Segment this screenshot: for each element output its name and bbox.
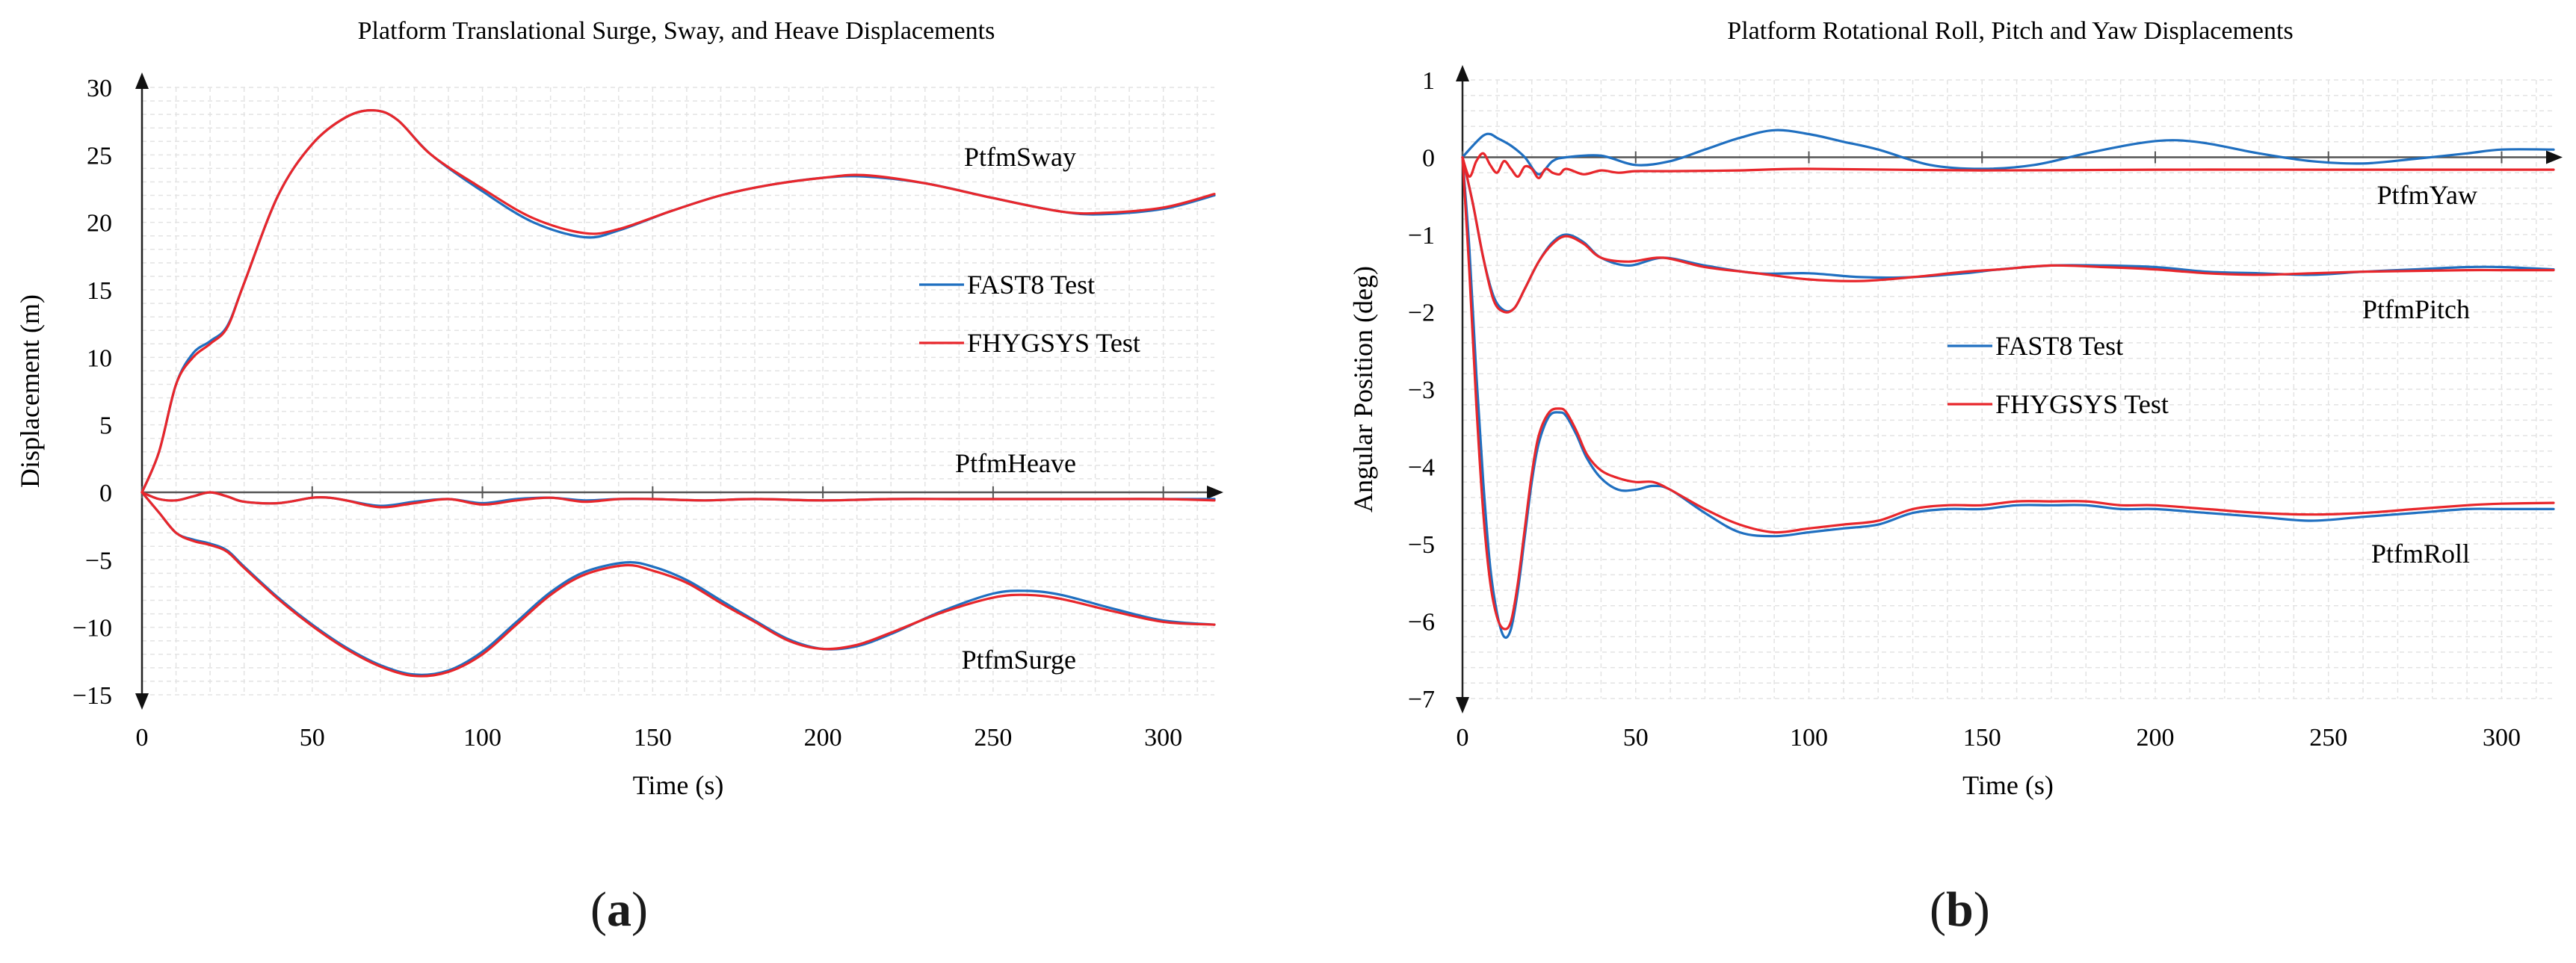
chart-b-x-axis-label: Time (s) <box>1962 770 2054 800</box>
chart-a-x-tick-label: 300 <box>1144 724 1182 752</box>
chart-b-x-tick-label: 100 <box>1790 724 1828 752</box>
chart-a-legend: FAST8 Test FHYGSYS Test <box>919 270 1140 358</box>
chart-a-y-tick-label: −5 <box>85 547 112 575</box>
chart-b-y-tick-label: −7 <box>1408 686 1435 713</box>
chart-b-annotation-ptfmroll: PtfmRoll <box>2371 539 2470 569</box>
chart-b-annotation-ptfmyaw: PtfmYaw <box>2377 180 2477 210</box>
chart-a-x-axis-arrow <box>1207 486 1223 499</box>
chart-b-x-axis-arrow <box>2546 150 2563 164</box>
series-line-ptfmyaw-fhygsys <box>1461 152 2555 179</box>
chart-a-x-tick-label: 0 <box>136 724 149 752</box>
chart-a-y-tick-label: 20 <box>87 210 112 238</box>
chart-b-y-tick-label: −6 <box>1408 609 1435 637</box>
chart-b-x-tick-label: 50 <box>1623 724 1649 752</box>
chart-a-x-tick-label: 150 <box>634 724 672 752</box>
chart-b-x-tick-label: 0 <box>1457 724 1469 752</box>
chart-b-legend-label: FAST8 Test <box>1995 331 2123 361</box>
chart-a-x-tick-label: 100 <box>463 724 501 752</box>
chart-a-y-tick-label: −15 <box>72 682 112 710</box>
chart-b-y-tick-label: −2 <box>1408 300 1435 327</box>
panel-a-label: a <box>606 882 631 937</box>
chart-b-series-group <box>1461 128 2555 640</box>
chart-a-legend-label: FAST8 Test <box>967 270 1095 300</box>
chart-a-series-group <box>140 109 1216 678</box>
chart-a-annotation-ptfmheave: PtfmHeave <box>955 448 1076 478</box>
chart-a-annotation-ptfmsway: PtfmSway <box>964 142 1076 172</box>
chart-a-y-tick-label: 25 <box>87 142 112 170</box>
chart-b-y-axis-arrow-up <box>1456 65 1469 81</box>
chart-a-grid <box>142 87 1214 696</box>
chart-a-y-axis-label: Displacement (m) <box>15 294 45 488</box>
chart-b-x-tick-label: 300 <box>2483 724 2521 752</box>
chart-a-title: Platform Translational Surge, Sway, and … <box>358 17 995 45</box>
series-line-ptfmpitch-fhygsys <box>1461 155 2555 314</box>
chart-a-x-tick-label: 50 <box>300 724 325 752</box>
chart-b-annotation-ptfmpitch: PtfmPitch <box>2362 294 2470 324</box>
series-line-ptfmsurge-fhygsys <box>140 491 1216 678</box>
chart-b-x-tick-label: 200 <box>2136 724 2174 752</box>
panel-b-label: b <box>1945 882 1974 937</box>
chart-a-svg: Platform Translational Surge, Sway, and … <box>15 17 1223 800</box>
chart-b-y-tick-label: −5 <box>1408 531 1435 559</box>
chart-b-x-tick-label: 150 <box>1963 724 2001 752</box>
chart-b-y-tick-label: −1 <box>1408 222 1435 250</box>
chart-a-x-axis-label: Time (s) <box>633 770 724 800</box>
chart-panel-a: Platform Translational Surge, Sway, and … <box>0 0 1270 963</box>
chart-b-y-tick-label: −3 <box>1408 377 1435 404</box>
chart-a-y-tick-label: 5 <box>99 412 112 440</box>
chart-a-y-axis-arrow-up <box>135 72 149 89</box>
series-line-ptfmyaw-fast8 <box>1461 128 2555 176</box>
chart-a-x-tick-label: 200 <box>804 724 842 752</box>
chart-a-y-tick-label: −10 <box>72 615 112 642</box>
chart-b-svg: Platform Rotational Roll, Pitch and Yaw … <box>1348 17 2563 800</box>
chart-b-title: Platform Rotational Roll, Pitch and Yaw … <box>1727 17 2293 45</box>
chart-a-y-tick-label: 10 <box>87 344 112 372</box>
chart-b-y-tick-label: 0 <box>1422 145 1435 173</box>
chart-b-y-axis-label: Angular Position (deg) <box>1348 266 1378 513</box>
chart-b-y-axis-arrow-down <box>1456 697 1469 713</box>
chart-b-y-tick-label: 1 <box>1422 67 1435 95</box>
chart-a-axes <box>135 72 1223 710</box>
chart-a-y-axis-arrow-down <box>135 693 149 710</box>
chart-b-legend: FAST8 Test FHYGSYS Test <box>1948 331 2169 419</box>
chart-a-y-tick-label: 0 <box>99 480 112 507</box>
chart-b-y-tick-label: −4 <box>1408 454 1435 482</box>
chart-b-x-tick-label: 250 <box>2309 724 2347 752</box>
chart-a-legend-label: FHYGSYS Test <box>967 328 1140 358</box>
chart-panel-b: Platform Rotational Roll, Pitch and Yaw … <box>1315 0 2576 963</box>
chart-b-legend-label: FHYGSYS Test <box>1995 389 2169 419</box>
series-line-ptfmheave-fhygsys <box>140 491 1216 509</box>
series-line-ptfmsway-fhygsys <box>140 109 1216 494</box>
panel-b-caption: (b) <box>1930 882 1990 937</box>
panel-a-caption: (a) <box>590 882 648 937</box>
chart-a-y-tick-label: 30 <box>87 75 112 102</box>
chart-b-grid <box>1462 79 2554 699</box>
chart-a-y-tick-label: 15 <box>87 277 112 305</box>
series-line-ptfmroll-fhygsys <box>1461 155 2555 631</box>
chart-a-x-tick-label: 250 <box>974 724 1012 752</box>
chart-a-annotation-ptfmsurge: PtfmSurge <box>962 645 1076 675</box>
